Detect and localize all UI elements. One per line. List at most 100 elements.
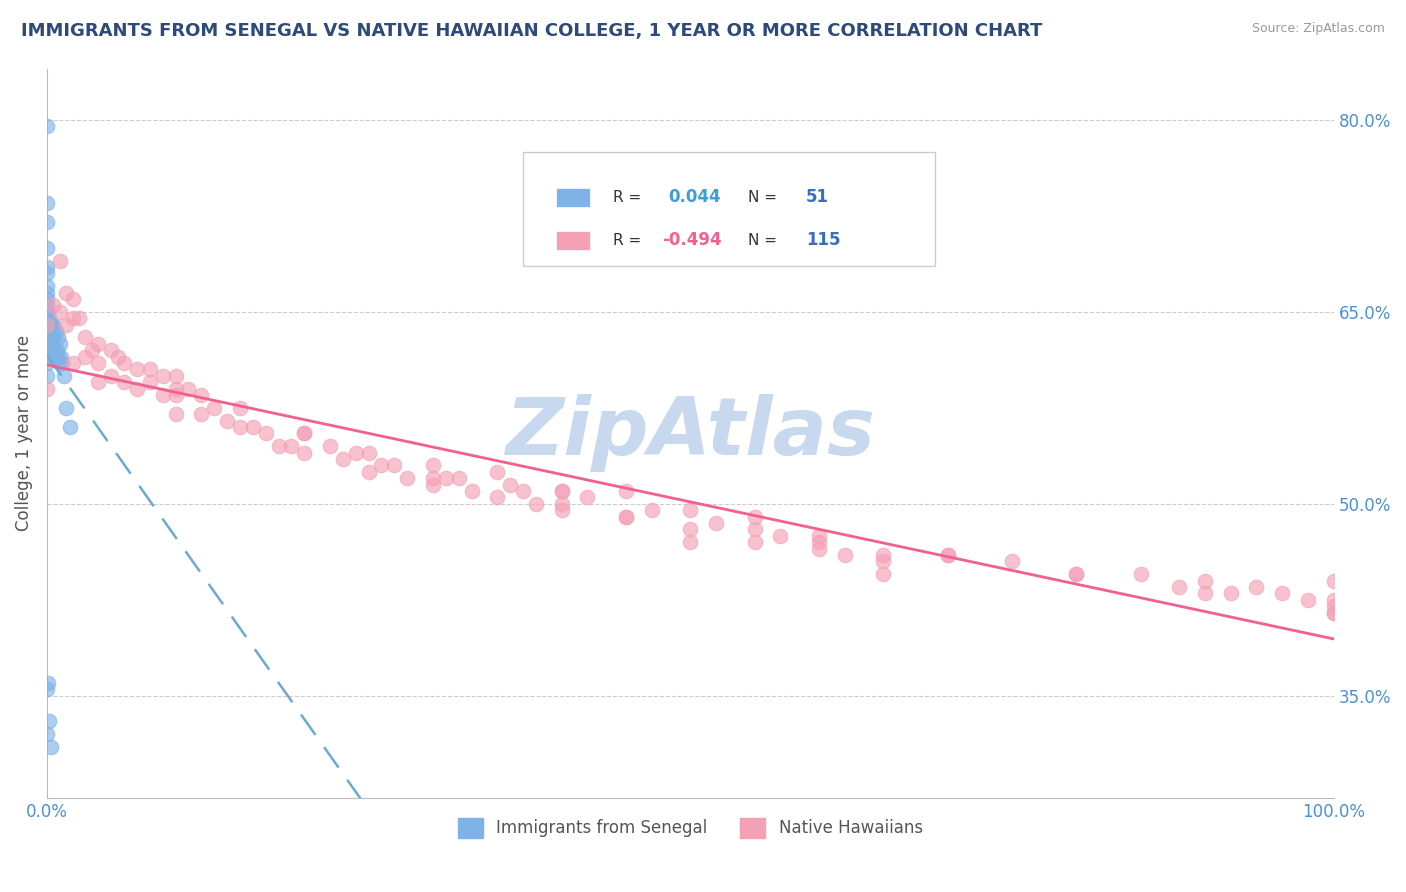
Point [1271,586,1294,600]
Point [87,356,110,370]
Point [38,343,60,358]
Point [254,426,277,441]
Point [165,407,187,421]
Point [229,420,252,434]
Text: ZipAtlas: ZipAtlas [505,394,875,473]
Point [62,356,84,370]
Point [1194,574,1216,588]
Point [1168,580,1191,594]
Point [35,368,58,383]
Point [936,548,959,562]
Point [242,420,264,434]
Text: R =: R = [613,233,647,248]
Point [37,676,59,690]
Point [382,458,405,473]
Point [292,426,315,441]
Point [62,311,84,326]
Point [49,350,72,364]
Point [35,350,58,364]
Text: N =: N = [748,190,782,204]
Point [679,522,702,536]
Legend: Immigrants from Senegal, Native Hawaiians: Immigrants from Senegal, Native Hawaiian… [451,811,929,845]
Point [1323,606,1346,620]
Point [872,554,894,568]
Point [35,311,58,326]
Point [100,343,122,358]
Point [55,318,77,332]
Point [524,497,547,511]
Point [1323,574,1346,588]
Point [48,350,70,364]
Point [215,413,238,427]
Point [75,330,97,344]
Point [35,324,58,338]
Point [614,509,637,524]
Y-axis label: College, 1 year or more: College, 1 year or more [15,335,32,532]
Point [39,336,62,351]
Point [704,516,727,530]
Point [1323,606,1346,620]
Point [39,350,62,364]
Point [152,388,174,402]
Point [165,368,187,383]
Point [139,375,162,389]
Text: 0.044: 0.044 [668,188,721,206]
Point [55,401,77,415]
Point [80,343,103,358]
Point [35,304,58,318]
Point [550,483,572,498]
Point [67,311,90,326]
Point [357,465,380,479]
Point [165,382,187,396]
Point [37,318,59,332]
Point [807,541,830,556]
Point [125,362,148,376]
Text: 115: 115 [806,232,841,250]
Point [41,318,63,332]
Point [37,324,59,338]
Point [35,318,58,332]
Text: -0.494: -0.494 [662,232,721,250]
Point [280,439,302,453]
Point [614,483,637,498]
Point [550,503,572,517]
Point [45,324,67,338]
Point [49,253,72,268]
Point [834,548,856,562]
Text: N =: N = [748,233,782,248]
Point [44,343,66,358]
Point [422,458,444,473]
Point [55,285,77,300]
Point [486,491,509,505]
Point [614,509,637,524]
Point [499,477,522,491]
Point [1323,599,1346,614]
Point [292,426,315,441]
Point [37,336,59,351]
Point [332,451,354,466]
Point [229,401,252,415]
Point [51,356,73,370]
Point [1064,567,1087,582]
Point [319,439,342,453]
Point [679,503,702,517]
Point [35,318,58,332]
Point [45,350,67,364]
Point [357,445,380,459]
Point [190,388,212,402]
Point [165,388,187,402]
Point [344,445,367,459]
Text: 51: 51 [806,188,830,206]
FancyBboxPatch shape [557,187,591,207]
Point [75,350,97,364]
Point [35,682,58,697]
Point [396,471,419,485]
Point [744,535,766,549]
Point [190,407,212,421]
Point [100,368,122,383]
Point [62,292,84,306]
Point [38,324,60,338]
Point [35,298,58,312]
Point [52,368,75,383]
Point [125,382,148,396]
